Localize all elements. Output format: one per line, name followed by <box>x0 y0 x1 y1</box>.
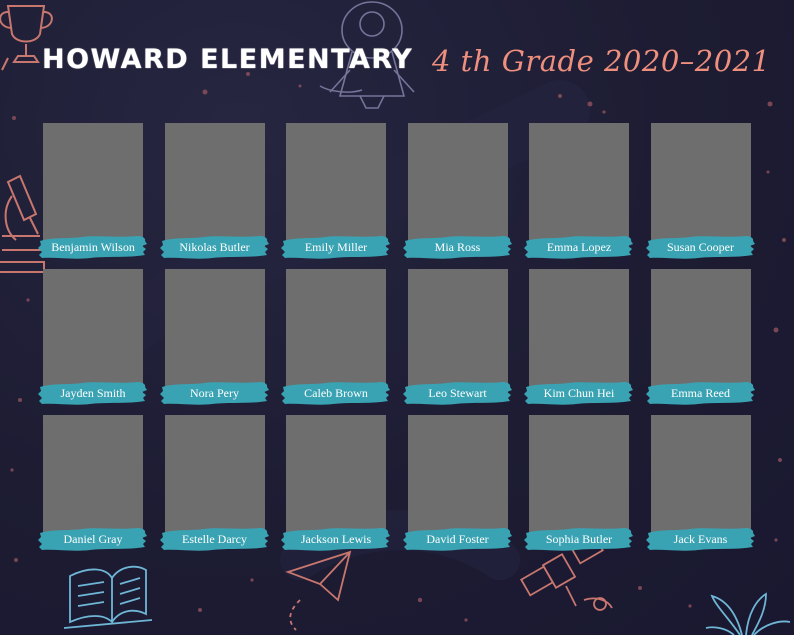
student-card: Emma Reed <box>645 269 755 406</box>
microscope-icon <box>0 174 45 273</box>
book-icon <box>63 565 153 629</box>
student-name: Leo Stewart <box>428 386 487 400</box>
student-grid: Benjamin Wilson Nikolas Butler Emily Mille… <box>38 123 755 552</box>
name-banner <box>524 236 633 259</box>
student-card: Jackson Lewis <box>281 415 390 552</box>
name-banner <box>281 528 390 551</box>
student-card: Mia Ross <box>402 123 512 260</box>
student-photo-placeholder <box>650 415 751 547</box>
student-name: Jayden Smith <box>60 386 126 400</box>
name-banner <box>402 382 512 405</box>
name-banner <box>645 528 755 551</box>
student-name: Nora Pery <box>190 386 239 400</box>
trophy-icon <box>0 5 53 71</box>
rocket-icon <box>319 1 415 109</box>
student-name: David Foster <box>426 532 489 546</box>
name-banner <box>159 382 269 405</box>
student-name: Estelle Darcy <box>182 532 247 546</box>
student-name: Susan Cooper <box>667 240 734 254</box>
student-card: David Foster <box>402 415 512 552</box>
student-card: Caleb Brown <box>281 269 390 406</box>
student-photo-placeholder <box>43 269 143 401</box>
student-card: Jack Evans <box>645 415 755 552</box>
student-photo-placeholder <box>650 269 751 401</box>
name-banner <box>38 528 147 551</box>
student-card: Estelle Darcy <box>159 415 269 552</box>
plant-icon <box>705 592 791 635</box>
name-banner <box>524 528 633 551</box>
name-banner <box>645 382 755 405</box>
name-banner <box>38 382 147 405</box>
student-photo-placeholder <box>43 123 143 255</box>
name-banner <box>159 236 269 259</box>
school-title: HOWARD ELEMENTARY <box>42 44 414 75</box>
student-photo-placeholder <box>407 269 508 401</box>
name-banner <box>281 382 390 405</box>
name-banner <box>645 236 755 259</box>
student-photo-placeholder <box>164 269 265 401</box>
student-name: Nikolas Butler <box>179 240 250 254</box>
student-photo-placeholder <box>286 123 386 255</box>
name-banner <box>281 236 390 259</box>
student-card: Benjamin Wilson <box>38 123 147 260</box>
student-photo-placeholder <box>529 269 629 401</box>
student-name: Emma Reed <box>671 386 730 400</box>
name-banner <box>38 236 147 259</box>
student-name: Emily Miller <box>304 240 368 254</box>
student-name: Mia Ross <box>434 240 481 254</box>
student-name: Benjamin Wilson <box>51 240 135 254</box>
student-name: Daniel Gray <box>63 532 123 546</box>
student-photo-placeholder <box>43 415 143 547</box>
student-card: Kim Chun Hei <box>524 269 633 406</box>
student-photo-placeholder <box>164 415 265 547</box>
student-photo-placeholder <box>407 415 508 547</box>
name-banner <box>524 382 633 405</box>
student-name: Caleb Brown <box>304 386 368 400</box>
name-banner <box>402 236 512 259</box>
name-banner <box>159 528 269 551</box>
name-banner <box>402 528 512 551</box>
student-photo-placeholder <box>529 123 629 255</box>
student-photo-placeholder <box>164 123 265 255</box>
student-card: Jayden Smith <box>38 269 147 406</box>
student-photo-placeholder <box>286 415 386 547</box>
student-card: Nikolas Butler <box>159 123 269 260</box>
student-photo-placeholder <box>650 123 751 255</box>
grade-year-subtitle: 4 th Grade 2020–2021 <box>432 44 771 78</box>
student-name: Jackson Lewis <box>300 532 372 546</box>
student-card: Leo Stewart <box>402 269 512 406</box>
student-card: Daniel Gray <box>38 415 147 552</box>
student-photo-placeholder <box>529 415 629 547</box>
student-name: Jack Evans <box>673 532 728 546</box>
student-card: Nora Pery <box>159 269 269 406</box>
paper-plane-icon <box>285 550 352 631</box>
student-name: Sophia Butler <box>545 532 613 546</box>
student-photo-placeholder <box>286 269 386 401</box>
student-photo-placeholder <box>407 123 508 255</box>
student-card: Emily Miller <box>281 123 390 260</box>
student-card: Susan Cooper <box>645 123 755 260</box>
student-name: Kim Chun Hei <box>543 386 615 400</box>
student-card: Sophia Butler <box>524 415 633 552</box>
student-card: Emma Lopez <box>524 123 633 260</box>
student-name: Emma Lopez <box>546 240 612 254</box>
